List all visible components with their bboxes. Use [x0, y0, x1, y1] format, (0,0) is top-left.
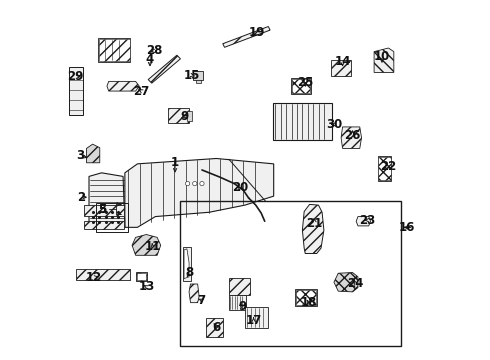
Circle shape: [193, 181, 197, 186]
Bar: [180, 201, 401, 346]
Bar: [273, 103, 332, 140]
Text: 6: 6: [212, 320, 220, 333]
Polygon shape: [334, 273, 358, 292]
Bar: [295, 289, 317, 306]
Polygon shape: [148, 55, 180, 83]
Text: 19: 19: [248, 26, 265, 39]
Text: 11: 11: [145, 240, 161, 253]
Bar: [229, 278, 250, 296]
Bar: [187, 111, 192, 121]
Text: 16: 16: [399, 221, 416, 234]
Text: 26: 26: [344, 129, 361, 142]
Bar: [98, 39, 129, 61]
Text: 28: 28: [147, 44, 163, 57]
Text: 1: 1: [171, 156, 179, 169]
Polygon shape: [125, 158, 274, 227]
Text: 29: 29: [68, 70, 84, 83]
Bar: [84, 221, 124, 229]
Text: 14: 14: [334, 55, 351, 68]
Text: 27: 27: [134, 85, 150, 98]
Bar: [245, 307, 269, 328]
Text: 17: 17: [245, 314, 262, 327]
Text: 21: 21: [306, 216, 323, 230]
Text: 13: 13: [139, 280, 155, 293]
Bar: [331, 60, 351, 76]
Text: 7: 7: [197, 294, 205, 307]
Text: 30: 30: [326, 118, 343, 131]
Bar: [98, 39, 130, 62]
Bar: [76, 269, 129, 280]
Text: 9: 9: [238, 300, 246, 313]
Polygon shape: [132, 234, 161, 255]
Text: 20: 20: [232, 181, 248, 194]
Polygon shape: [107, 81, 139, 91]
Text: 9: 9: [181, 110, 189, 123]
Text: 22: 22: [380, 160, 396, 173]
Bar: [183, 247, 191, 281]
Polygon shape: [356, 217, 370, 226]
Bar: [168, 108, 190, 123]
Polygon shape: [89, 173, 125, 227]
Polygon shape: [184, 249, 189, 279]
Text: 8: 8: [185, 266, 193, 279]
Bar: [296, 290, 316, 305]
Polygon shape: [374, 48, 394, 72]
Bar: [96, 203, 128, 232]
Text: 2: 2: [77, 191, 85, 204]
Text: 3: 3: [76, 149, 84, 162]
Circle shape: [200, 181, 204, 186]
Text: 12: 12: [86, 271, 102, 284]
Bar: [205, 319, 223, 337]
Bar: [196, 80, 201, 83]
Bar: [291, 78, 311, 94]
Text: 5: 5: [98, 203, 106, 216]
Bar: [194, 71, 203, 80]
Bar: [69, 67, 83, 116]
Polygon shape: [223, 27, 270, 47]
Text: 5: 5: [98, 203, 106, 216]
Text: 18: 18: [301, 296, 317, 309]
Text: 10: 10: [374, 50, 390, 63]
Bar: [137, 273, 146, 280]
Bar: [378, 157, 391, 180]
Text: 24: 24: [347, 277, 364, 290]
Polygon shape: [87, 144, 100, 163]
Bar: [292, 78, 310, 93]
Polygon shape: [302, 204, 324, 253]
Polygon shape: [341, 127, 362, 148]
Text: 25: 25: [297, 76, 314, 89]
Polygon shape: [189, 284, 199, 303]
Text: 4: 4: [146, 53, 154, 66]
Bar: [84, 205, 124, 216]
Bar: [229, 296, 246, 310]
Text: 15: 15: [184, 69, 200, 82]
Bar: [136, 272, 147, 281]
Circle shape: [186, 181, 190, 186]
Bar: [378, 156, 392, 181]
Text: 23: 23: [360, 214, 376, 227]
